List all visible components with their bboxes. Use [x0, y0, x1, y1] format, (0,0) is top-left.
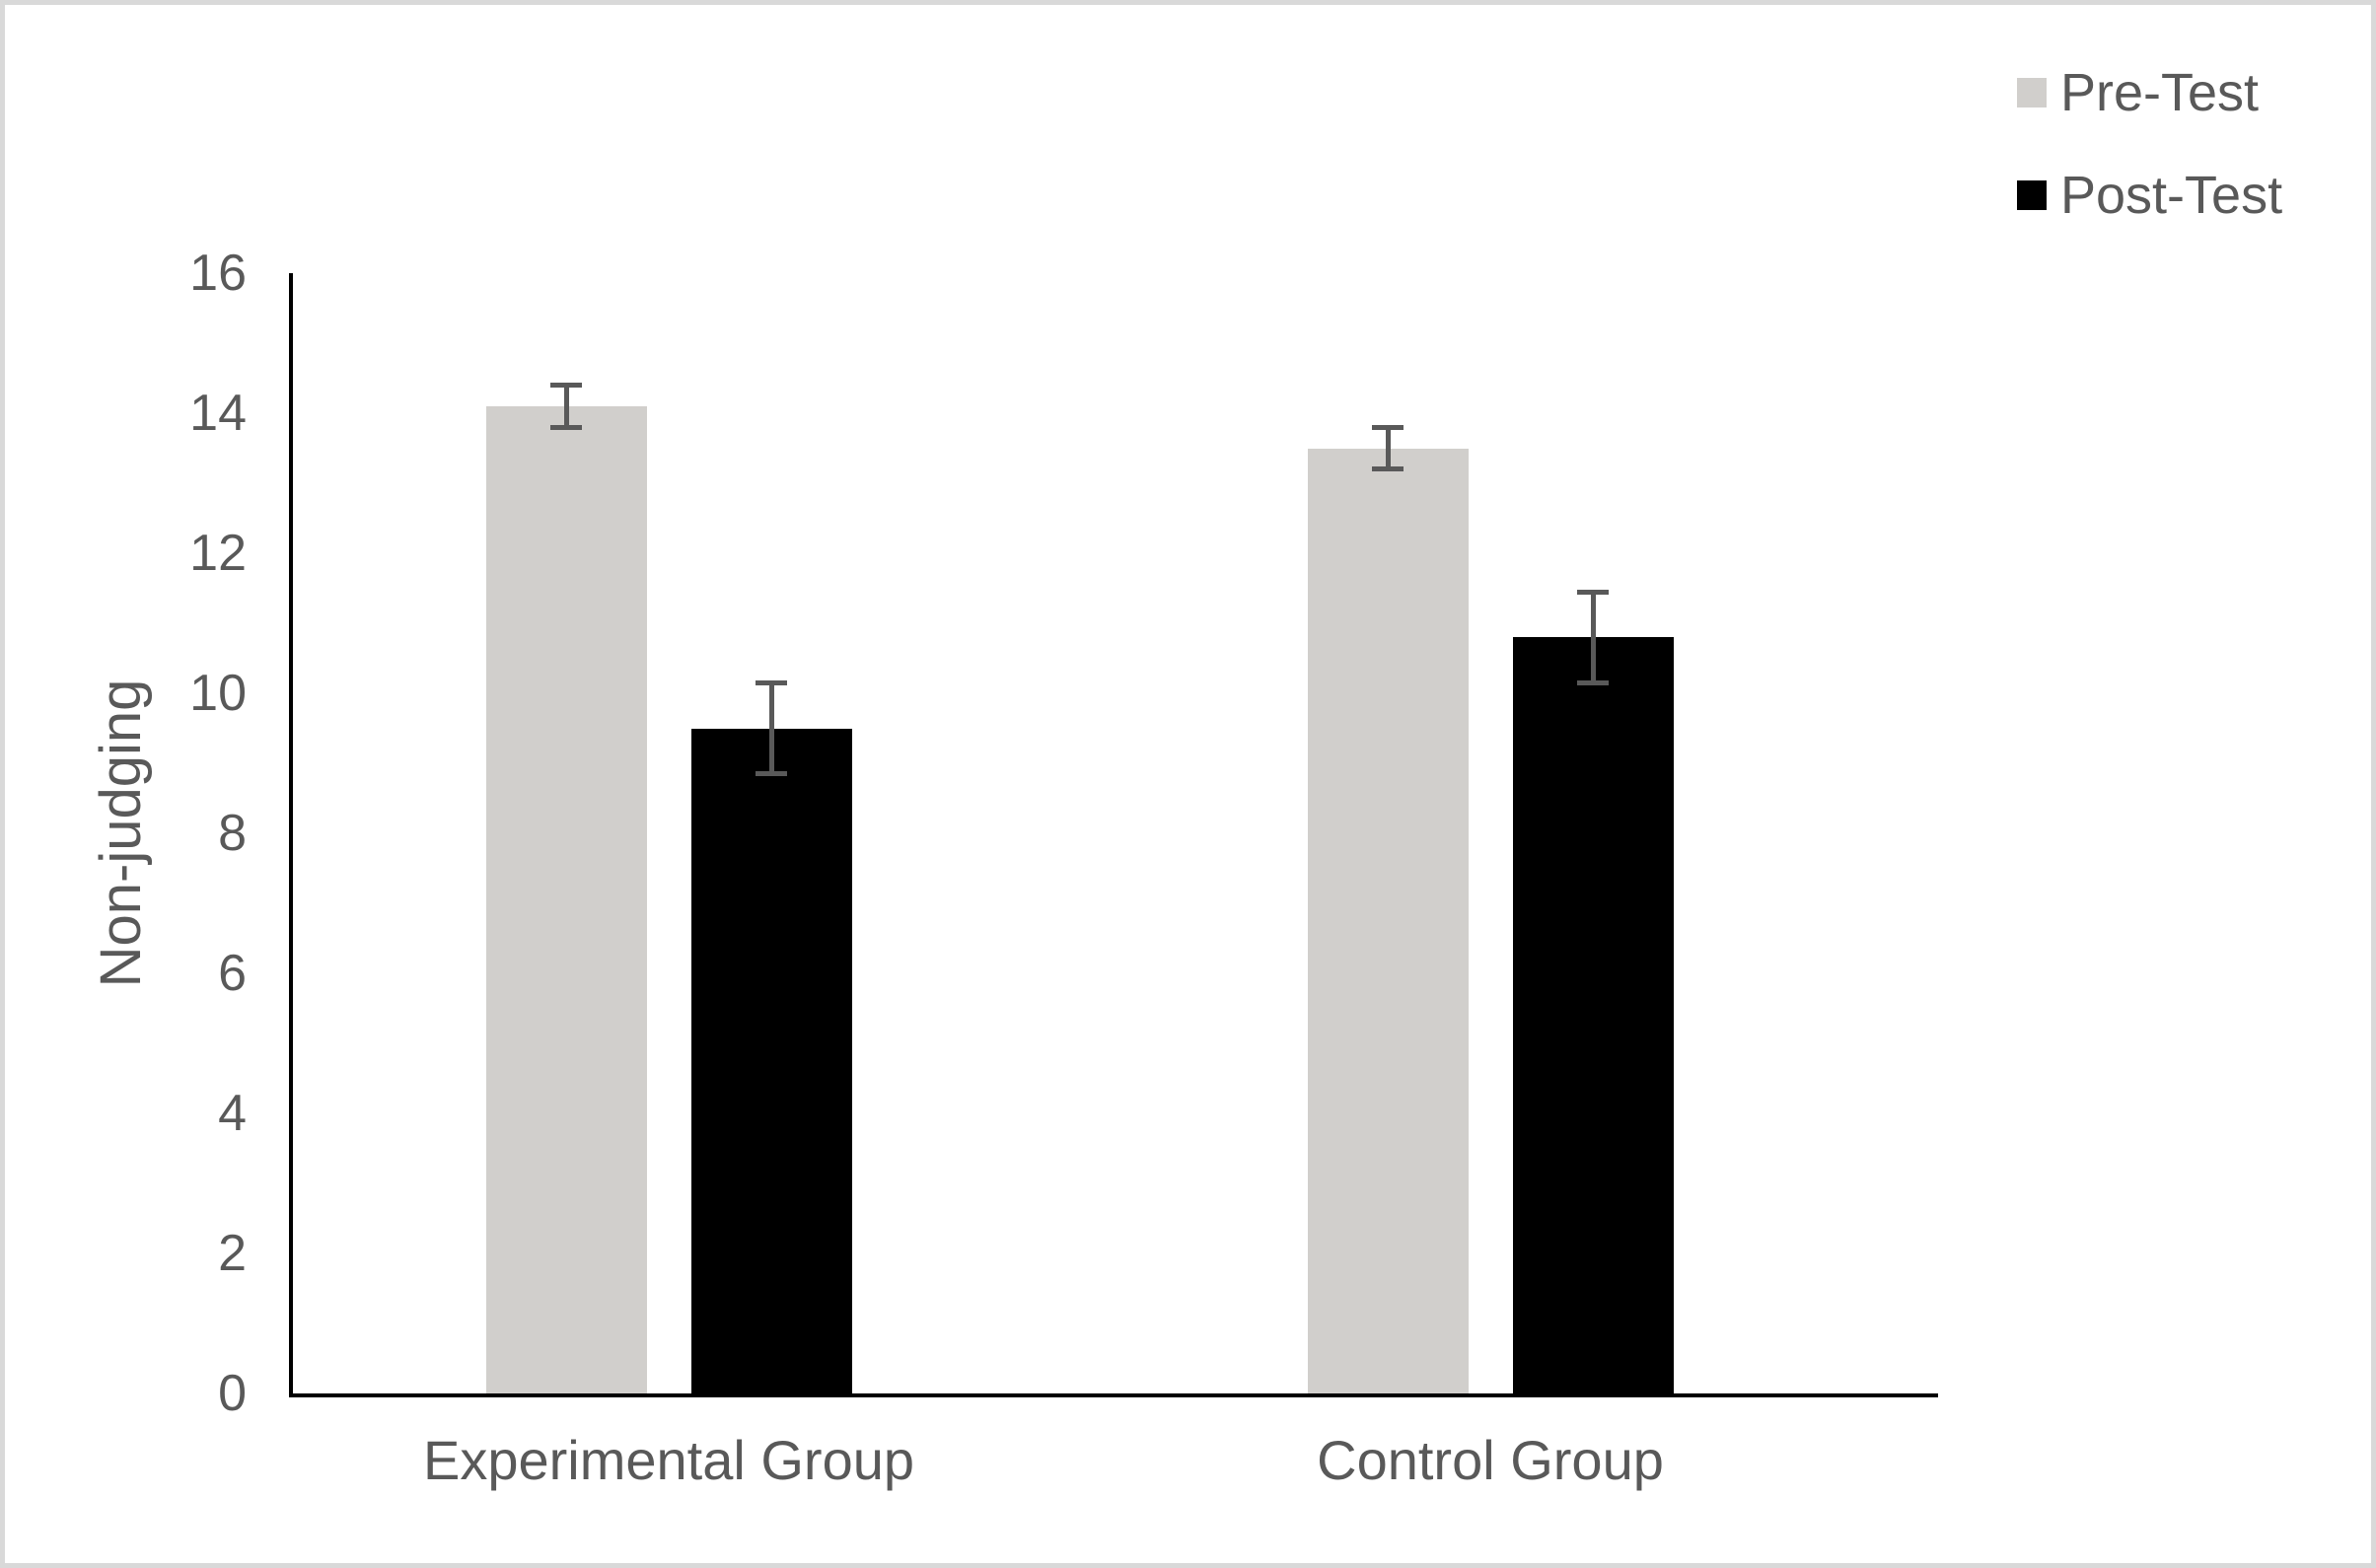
legend-swatch-icon — [2017, 78, 2047, 107]
legend-label: Post-Test — [2060, 166, 2283, 225]
error-bar-cap — [550, 424, 582, 430]
y-tick-label: 0 — [218, 1365, 247, 1422]
y-tick-label: 8 — [218, 805, 247, 862]
y-tick-label: 14 — [189, 385, 247, 442]
y-tick-label: 2 — [218, 1225, 247, 1282]
plot-area — [289, 273, 1938, 1397]
x-category-label: Experimental Group — [422, 1429, 915, 1491]
error-bar-cap — [1372, 424, 1404, 430]
error-bar-cap — [756, 679, 787, 685]
error-bar — [563, 385, 569, 428]
error-bar-cap — [756, 771, 787, 777]
error-bar-cap — [1372, 466, 1404, 472]
legend-item: Post-Test — [2017, 167, 2282, 224]
legend-swatch-icon — [2017, 180, 2047, 210]
legend-label: Pre-Test — [2060, 63, 2260, 122]
legend-item: Pre-Test — [2017, 64, 2282, 121]
y-tick-label: 10 — [189, 665, 247, 722]
x-category-label: Control Group — [1317, 1429, 1664, 1491]
error-bar-cap — [1577, 679, 1609, 685]
error-bar — [768, 682, 774, 774]
bar-pre-test-control-group — [1307, 448, 1469, 1393]
bar-post-test-control-group — [1512, 637, 1674, 1393]
error-bar — [1385, 427, 1391, 469]
y-tick-label: 16 — [189, 245, 247, 302]
y-tick-label: 6 — [218, 945, 247, 1002]
bar-pre-test-experimental-group — [485, 405, 647, 1393]
error-bar-cap — [550, 383, 582, 389]
y-axis-title: Non-judging — [89, 678, 153, 988]
legend: Pre-Test Post-Test — [2017, 64, 2282, 269]
bar-post-test-experimental-group — [690, 728, 852, 1393]
y-tick-label: 4 — [218, 1085, 247, 1142]
y-tick-label: 12 — [189, 525, 247, 582]
error-bar-cap — [1577, 589, 1609, 595]
error-bar — [1590, 592, 1596, 683]
